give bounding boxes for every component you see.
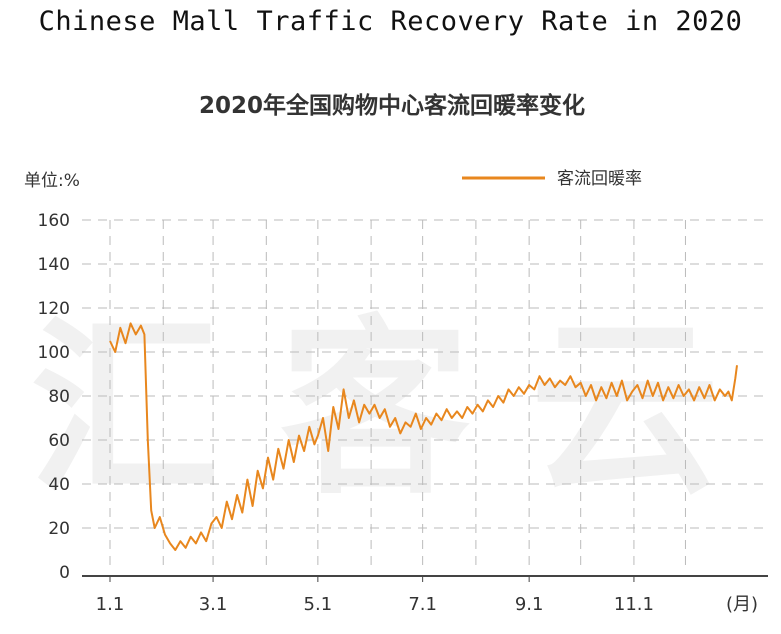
x-tick-label: 3.1 [199,594,228,615]
chart-title: 2020年全国购物中心客流回暖率变化 [199,92,585,119]
y-tick-label: 60 [48,431,70,451]
x-axis-unit: (月) [726,594,758,615]
unit-label: 单位:% [24,171,80,191]
series-line-recovery-rate [109,322,738,551]
x-axis: 1.1 3.1 5.1 7.1 9.1 11.1 [96,576,654,615]
x-tick-label: 7.1 [408,594,437,615]
y-tick-label: 160 [38,211,70,231]
x-tick-label: 5.1 [304,594,333,615]
y-tick-label: 100 [38,343,70,363]
x-tick-label: 11.1 [614,594,654,615]
y-tick-label: 20 [48,519,70,539]
x-tick-label: 1.1 [96,594,125,615]
page-title: Chinese Mall Traffic Recovery Rate in 20… [38,6,743,37]
grid [82,219,768,572]
y-tick-label: 120 [38,299,70,319]
legend-label: 客流回暖率 [557,169,642,189]
y-axis: 0 20 40 60 80 100 120 140 160 [38,211,70,583]
x-tick-label: 9.1 [515,594,544,615]
y-tick-label: 140 [38,255,70,275]
y-tick-label: 80 [48,387,70,407]
y-tick-label: 40 [48,475,70,495]
y-tick-label: 0 [59,563,70,583]
